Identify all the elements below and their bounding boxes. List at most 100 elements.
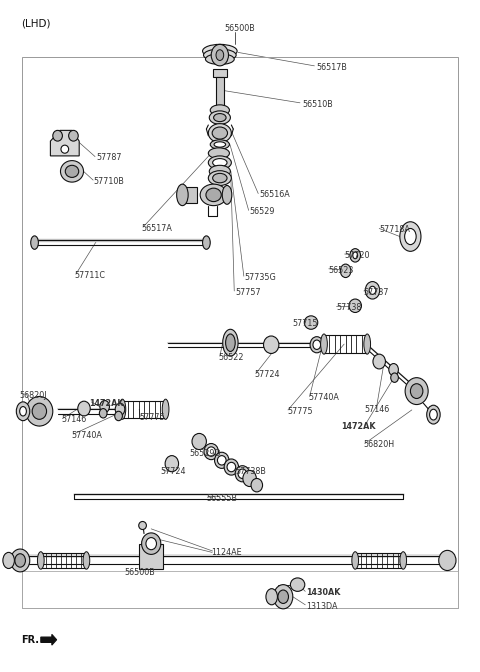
Ellipse shape xyxy=(274,585,293,609)
Text: 57718A: 57718A xyxy=(379,225,410,235)
Ellipse shape xyxy=(222,185,232,204)
Ellipse shape xyxy=(290,578,305,591)
Ellipse shape xyxy=(204,49,236,61)
Ellipse shape xyxy=(210,140,229,149)
Ellipse shape xyxy=(215,452,229,468)
Ellipse shape xyxy=(204,444,218,460)
Ellipse shape xyxy=(214,114,226,122)
Text: 56529D: 56529D xyxy=(190,449,221,458)
Ellipse shape xyxy=(313,340,321,349)
Text: 56522: 56522 xyxy=(218,353,244,362)
Text: 57775: 57775 xyxy=(287,407,312,416)
Ellipse shape xyxy=(139,521,146,530)
Ellipse shape xyxy=(364,334,371,354)
Ellipse shape xyxy=(213,173,227,183)
Ellipse shape xyxy=(349,299,361,312)
Ellipse shape xyxy=(389,364,398,376)
Ellipse shape xyxy=(206,188,221,202)
Polygon shape xyxy=(50,130,79,156)
Ellipse shape xyxy=(430,409,437,420)
Text: FR.: FR. xyxy=(22,635,39,644)
Text: 57787: 57787 xyxy=(96,153,121,163)
Ellipse shape xyxy=(208,148,229,159)
Ellipse shape xyxy=(16,402,30,421)
Ellipse shape xyxy=(99,409,107,418)
Text: 56555B: 56555B xyxy=(206,494,238,503)
Ellipse shape xyxy=(391,373,398,382)
Bar xyxy=(22,571,458,608)
Ellipse shape xyxy=(405,228,416,245)
Ellipse shape xyxy=(266,589,277,605)
Ellipse shape xyxy=(223,329,238,356)
Ellipse shape xyxy=(20,407,26,416)
Ellipse shape xyxy=(353,252,358,259)
Ellipse shape xyxy=(83,552,90,569)
Ellipse shape xyxy=(310,337,324,353)
Text: 56516A: 56516A xyxy=(259,190,290,200)
Bar xyxy=(213,69,227,77)
Ellipse shape xyxy=(15,554,25,567)
Ellipse shape xyxy=(216,50,224,60)
Ellipse shape xyxy=(278,590,288,603)
Bar xyxy=(355,553,403,568)
Ellipse shape xyxy=(31,236,38,249)
Ellipse shape xyxy=(400,552,407,569)
Ellipse shape xyxy=(146,538,156,550)
Text: 57710B: 57710B xyxy=(94,177,124,186)
Ellipse shape xyxy=(212,127,228,139)
Ellipse shape xyxy=(210,105,229,116)
Ellipse shape xyxy=(214,142,226,147)
Text: 57737: 57737 xyxy=(364,288,389,297)
Ellipse shape xyxy=(165,456,179,472)
Ellipse shape xyxy=(119,399,126,419)
Ellipse shape xyxy=(203,44,237,58)
Ellipse shape xyxy=(177,184,188,206)
Text: 56523: 56523 xyxy=(329,265,354,275)
Text: 56517B: 56517B xyxy=(317,62,348,72)
Ellipse shape xyxy=(208,124,231,142)
Text: (LHD): (LHD) xyxy=(22,19,51,28)
Ellipse shape xyxy=(217,456,226,465)
Ellipse shape xyxy=(439,550,456,571)
Text: 1472AK: 1472AK xyxy=(89,398,123,408)
Text: 57711C: 57711C xyxy=(74,271,106,280)
Text: 56820J: 56820J xyxy=(19,390,47,400)
Text: 56500B: 56500B xyxy=(125,568,156,577)
Ellipse shape xyxy=(224,459,239,475)
Ellipse shape xyxy=(211,44,228,66)
Ellipse shape xyxy=(65,165,79,177)
Ellipse shape xyxy=(208,171,231,185)
Ellipse shape xyxy=(60,161,84,182)
Ellipse shape xyxy=(3,552,14,569)
Bar xyxy=(22,57,458,608)
Ellipse shape xyxy=(369,286,376,294)
Bar xyxy=(122,401,166,418)
Bar xyxy=(139,544,163,569)
Text: 1430AK: 1430AK xyxy=(306,588,341,597)
Ellipse shape xyxy=(400,222,421,251)
Ellipse shape xyxy=(264,336,279,353)
Ellipse shape xyxy=(251,478,263,492)
Bar xyxy=(41,553,86,568)
Ellipse shape xyxy=(321,334,327,354)
Ellipse shape xyxy=(352,552,359,569)
Ellipse shape xyxy=(207,447,216,456)
Ellipse shape xyxy=(350,249,360,262)
Text: 57740A: 57740A xyxy=(71,431,102,440)
Polygon shape xyxy=(41,634,57,645)
Ellipse shape xyxy=(304,316,318,329)
Ellipse shape xyxy=(213,159,227,167)
Ellipse shape xyxy=(340,264,351,278)
Bar xyxy=(324,335,367,353)
Bar xyxy=(182,187,197,203)
Ellipse shape xyxy=(115,411,122,421)
Ellipse shape xyxy=(26,396,53,426)
Ellipse shape xyxy=(192,433,206,450)
Text: 1313DA: 1313DA xyxy=(306,601,338,611)
Ellipse shape xyxy=(37,552,44,569)
Ellipse shape xyxy=(238,469,247,478)
Ellipse shape xyxy=(427,405,440,424)
Text: 57146: 57146 xyxy=(61,415,87,425)
Bar xyxy=(216,77,224,108)
Ellipse shape xyxy=(115,403,125,415)
